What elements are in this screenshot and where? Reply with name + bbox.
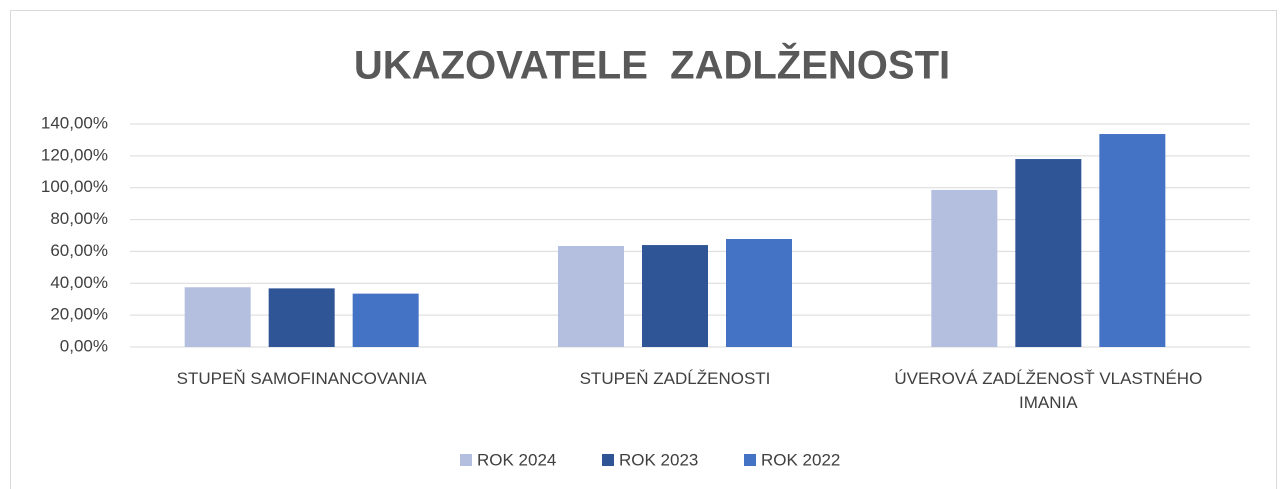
- legend-label: ROK 2024: [477, 450, 556, 469]
- y-tick-label: 0,00%: [60, 336, 108, 355]
- y-tick-label: 80,00%: [50, 209, 108, 228]
- legend-swatch: [602, 454, 614, 466]
- bar: [558, 246, 624, 347]
- y-tick-label: 40,00%: [50, 273, 108, 292]
- bar: [352, 293, 419, 347]
- x-tick-label: STUPEŇ SAMOFINANCOVANIA: [176, 369, 427, 388]
- chart-title: UKAZOVATELE ZADLŽENOSTI: [354, 42, 950, 88]
- x-tick-label: STUPEŇ ZADĹŽENOSTI: [579, 369, 771, 388]
- bar: [1015, 159, 1082, 347]
- bar: [1099, 134, 1166, 347]
- y-tick-label: 120,00%: [41, 145, 108, 164]
- y-tick-label: 100,00%: [41, 177, 108, 196]
- bar: [268, 288, 335, 347]
- legend-swatch: [744, 454, 756, 466]
- x-tick-label: ÚVEROVÁ ZADĹŽENOSŤ VLASTNÉHO IMANIA: [894, 369, 1203, 412]
- legend-swatch: [460, 454, 472, 466]
- bar: [642, 245, 708, 347]
- legend-label: ROK 2022: [761, 450, 840, 469]
- y-tick-label: 60,00%: [50, 241, 108, 260]
- bar: [726, 239, 792, 347]
- y-tick-label: 140,00%: [41, 113, 108, 132]
- bar: [184, 287, 251, 347]
- legend-label: ROK 2023: [619, 450, 698, 469]
- y-tick-label: 20,00%: [50, 305, 108, 324]
- bar: [931, 189, 998, 347]
